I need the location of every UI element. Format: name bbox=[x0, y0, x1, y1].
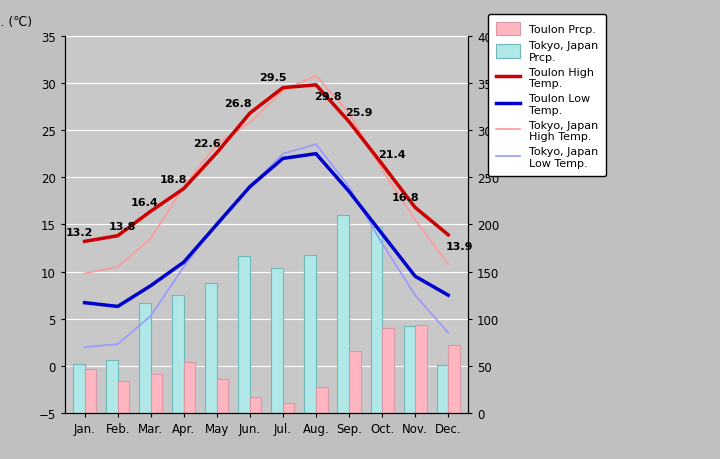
Text: 29.5: 29.5 bbox=[259, 73, 287, 83]
Bar bbox=[184, 362, 195, 413]
Text: 16.4: 16.4 bbox=[130, 197, 158, 207]
Bar bbox=[403, 326, 415, 413]
Y-axis label: Temp. (℃): Temp. (℃) bbox=[0, 16, 32, 29]
Text: 25.9: 25.9 bbox=[345, 108, 373, 118]
Bar bbox=[85, 369, 96, 413]
Bar bbox=[349, 351, 361, 413]
Bar bbox=[316, 387, 328, 413]
Text: 29.8: 29.8 bbox=[314, 92, 341, 102]
Bar bbox=[73, 364, 85, 413]
Bar bbox=[382, 328, 394, 413]
Text: 13.8: 13.8 bbox=[109, 222, 136, 232]
Text: 21.4: 21.4 bbox=[378, 150, 406, 160]
Bar bbox=[150, 375, 162, 413]
Bar bbox=[205, 283, 217, 413]
Y-axis label: Prcp. (mm): Prcp. (mm) bbox=[516, 16, 585, 29]
Bar bbox=[238, 256, 250, 413]
Text: 26.8: 26.8 bbox=[225, 98, 252, 108]
Text: 13.9: 13.9 bbox=[446, 241, 474, 252]
Bar bbox=[415, 325, 427, 413]
Bar bbox=[250, 397, 261, 413]
Text: 22.6: 22.6 bbox=[193, 139, 221, 149]
Text: 13.2: 13.2 bbox=[66, 227, 94, 237]
Legend: Toulon Prcp., Tokyo, Japan
Prcp., Toulon High
Temp., Toulon Low
Temp., Tokyo, Ja: Toulon Prcp., Tokyo, Japan Prcp., Toulon… bbox=[488, 15, 606, 176]
Bar bbox=[448, 345, 460, 413]
Bar bbox=[217, 379, 228, 413]
Bar bbox=[117, 381, 130, 413]
Text: 16.8: 16.8 bbox=[392, 192, 419, 202]
Bar bbox=[271, 268, 283, 413]
Bar bbox=[172, 296, 184, 413]
Bar bbox=[371, 228, 382, 413]
Bar bbox=[139, 303, 150, 413]
Bar bbox=[106, 360, 117, 413]
Text: 18.8: 18.8 bbox=[160, 174, 188, 185]
Bar bbox=[283, 403, 294, 413]
Bar bbox=[436, 365, 448, 413]
Bar bbox=[338, 215, 349, 413]
Bar bbox=[305, 255, 316, 413]
